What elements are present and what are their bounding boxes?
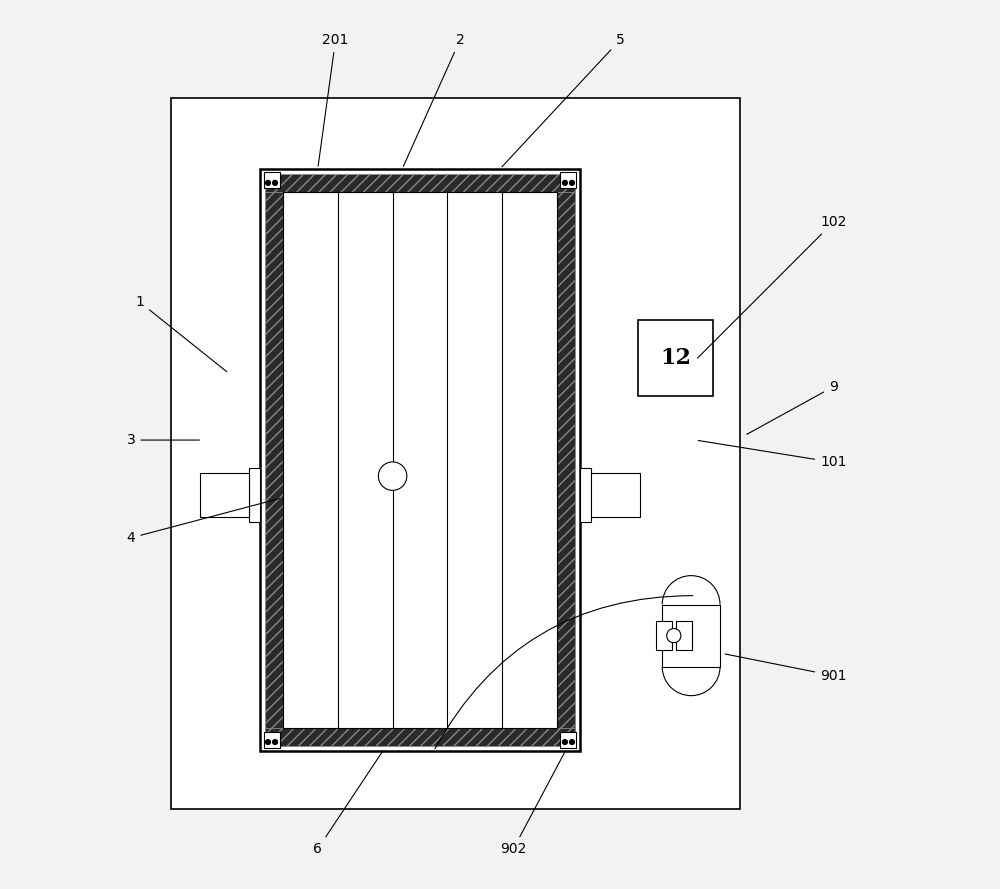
Text: 101: 101	[698, 440, 847, 469]
Bar	[265, 728, 575, 746]
Circle shape	[378, 462, 407, 491]
Circle shape	[563, 740, 567, 744]
Text: 3: 3	[127, 433, 199, 447]
Bar	[557, 192, 575, 728]
Bar	[200, 473, 249, 517]
Bar	[264, 732, 280, 748]
Circle shape	[570, 740, 574, 744]
Bar	[580, 469, 591, 522]
Text: 901: 901	[725, 654, 847, 683]
Text: 2: 2	[403, 33, 464, 166]
Text: 6: 6	[313, 751, 383, 856]
Circle shape	[273, 740, 277, 744]
Bar	[676, 621, 692, 650]
Text: 102: 102	[698, 215, 847, 358]
Bar	[283, 192, 557, 728]
Circle shape	[667, 629, 681, 643]
Circle shape	[273, 180, 277, 185]
Bar	[249, 469, 260, 522]
Bar	[591, 473, 640, 517]
Bar	[560, 732, 576, 748]
Bar	[171, 98, 740, 809]
Text: 4: 4	[127, 499, 280, 545]
Bar	[662, 605, 720, 667]
Text: 9: 9	[747, 380, 838, 434]
Bar	[560, 172, 576, 188]
Bar	[638, 320, 713, 396]
Circle shape	[266, 740, 270, 744]
Text: 902: 902	[500, 751, 565, 856]
Text: 5: 5	[502, 33, 624, 167]
Circle shape	[563, 180, 567, 185]
Circle shape	[570, 180, 574, 185]
Bar	[265, 174, 575, 192]
Text: 201: 201	[318, 33, 349, 166]
Bar	[260, 169, 580, 751]
Text: 12: 12	[660, 347, 691, 369]
Bar	[265, 192, 283, 728]
Circle shape	[266, 180, 270, 185]
Bar	[264, 172, 280, 188]
Text: 1: 1	[136, 295, 227, 372]
Bar	[656, 621, 672, 650]
